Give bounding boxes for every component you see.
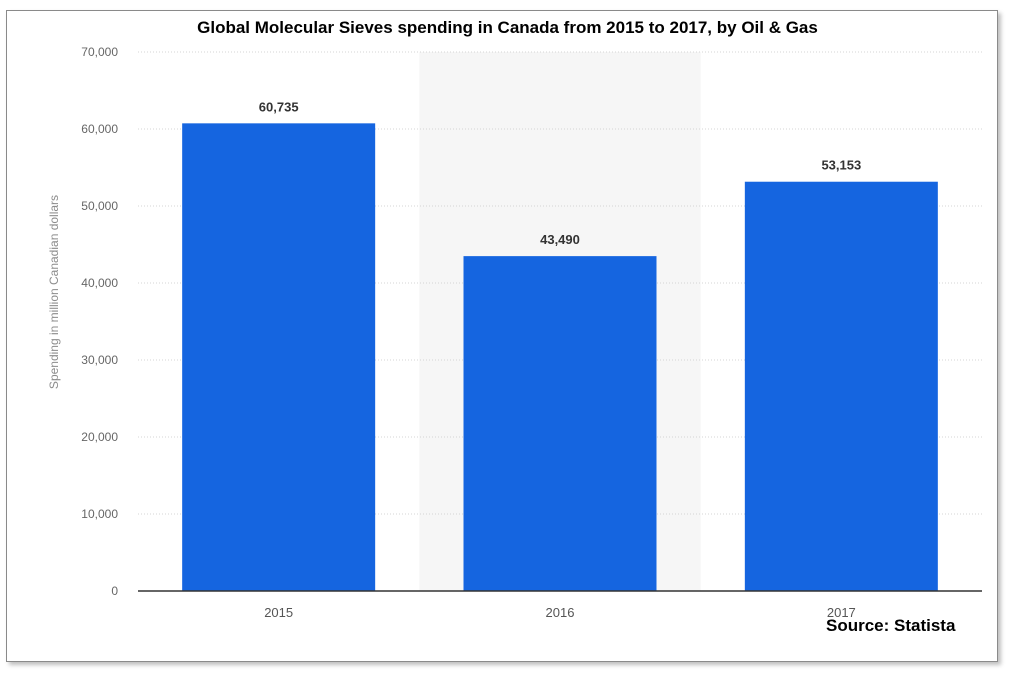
y-tick-label: 10,000 [81,507,118,521]
y-tick-label: 50,000 [81,199,118,213]
data-label: 43,490 [540,232,580,247]
y-tick-label: 70,000 [81,45,118,59]
data-label: 60,735 [259,99,299,114]
y-tick-label: 60,000 [81,122,118,136]
x-tick-label: 2016 [546,605,575,620]
data-label: 53,153 [821,158,861,173]
y-tick-label: 40,000 [81,276,118,290]
source-label: Source: Statista [826,616,956,635]
bar [744,181,938,591]
y-axis-label: Spending in million Canadian dollars [47,194,61,390]
y-tick-label: 20,000 [81,430,118,444]
chart-title: Global Molecular Sieves spending in Cana… [197,18,818,37]
bar [182,123,376,591]
x-tick-label: 2017 [827,605,856,620]
y-tick-label: 0 [111,584,118,598]
bar [463,256,657,591]
x-tick-label: 2015 [264,605,293,620]
y-tick-label: 30,000 [81,353,118,367]
